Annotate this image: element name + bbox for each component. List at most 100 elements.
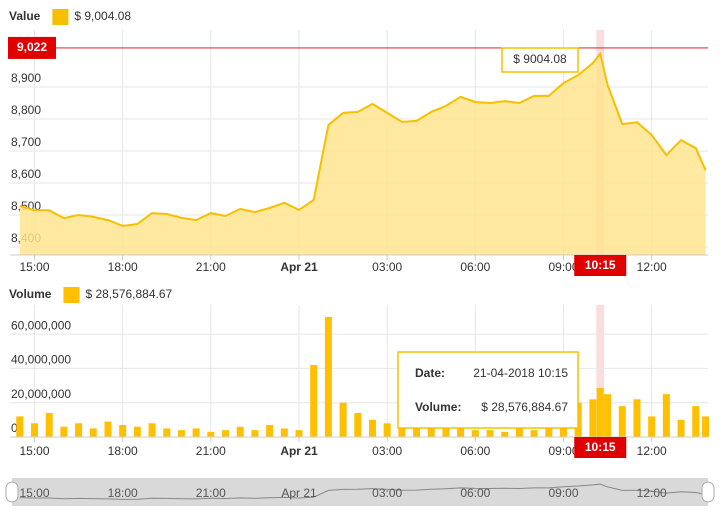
x-tick-label: 18:00 [108,260,138,274]
x-tick-label: 03:00 [372,260,402,274]
bar [119,425,127,437]
bar [427,426,435,437]
bar [662,394,670,437]
bar [104,421,112,437]
bar [75,423,83,437]
bar [677,419,685,437]
legend-value: $ 28,576,884.67 [85,287,172,301]
navigator-track [12,478,708,506]
bar [618,406,626,437]
bar [648,416,656,437]
legend-swatch [52,9,69,25]
bar [354,413,362,437]
bar [530,430,538,437]
x-tick-label: 18:00 [108,444,138,458]
x-tick-label: 21:00 [196,260,226,274]
navigator-label: 03:00 [372,486,402,500]
price-label-box [8,36,56,59]
bar [515,428,523,437]
bar [133,426,141,437]
y-tick-label: 8,800 [11,103,41,117]
bar [163,428,171,437]
crosshair-label-box [574,255,627,276]
y-tick-label: 8,900 [11,71,41,85]
bar [148,423,156,437]
crosshair-band [596,305,605,437]
area [19,53,706,256]
legend-value: $ 9,004.08 [74,9,131,23]
bar [702,416,710,437]
bar [368,419,376,437]
x-tick-label: 09:00 [548,260,578,274]
x-tick-label: Apr 21 [280,444,318,458]
bar [692,406,700,437]
bar [383,423,391,437]
y-tick-label: 0 [11,421,18,435]
navigator-handle-right[interactable] [701,481,715,503]
tooltip-box [397,351,579,429]
x-tick-label: 12:00 [637,260,667,274]
bar [60,426,68,437]
tooltip-date-label: Date: [415,366,445,380]
bar [45,413,53,437]
navigator-handle-left[interactable] [5,481,19,503]
bar [295,430,303,437]
x-tick-label: 15:00 [19,444,49,458]
navigator-label: 21:00 [196,486,226,500]
navigator-label: 06:00 [460,486,490,500]
y-tick-label: 8,600 [11,167,41,181]
legend-label: Volume [9,287,52,301]
navigator-label: 09:00 [548,486,578,500]
y-tick-label: 8,700 [11,135,41,149]
navigator-line [19,483,706,500]
y-tick-label: 60,000,000 [11,318,71,332]
x-tick-label: Apr 21 [280,260,318,274]
bar [30,423,38,437]
x-tick-label: 12:00 [637,444,667,458]
bar [471,430,479,437]
line [19,51,707,227]
bar [413,421,421,437]
navigator-label: 18:00 [108,486,138,500]
bar [339,402,347,437]
y-tick-label: 20,000,000 [11,387,71,401]
bar [486,430,494,437]
bar [177,430,185,437]
tooltip-volume: $ 28,576,884.67 [481,400,568,414]
navigator-label: 12:00 [637,486,667,500]
x-tick-label: 06:00 [460,444,490,458]
bar [89,428,97,437]
tooltip-volume-label: Volume: [415,400,461,414]
bar [589,399,597,437]
crosshair-label-box [574,437,627,458]
bar [207,431,215,437]
bar [16,416,24,437]
price-label: 9,022 [17,40,47,54]
bar [251,430,259,437]
x-tick-label: 21:00 [196,444,226,458]
legend-label: Value [9,9,41,23]
bar [442,428,450,437]
bar [596,388,604,437]
x-tick-label: 03:00 [372,444,402,458]
bar [457,426,465,437]
navigator-label: 15:00 [19,486,49,500]
crosshair-label: 10:15 [585,258,616,272]
bar [501,431,509,437]
bar [266,425,274,437]
tooltip-text: $ 9004.08 [513,52,567,66]
bar [604,394,612,437]
bar [398,425,406,437]
bar [192,428,200,437]
tooltip-date: 21-04-2018 10:15 [473,366,568,380]
bar [222,430,230,437]
bar [324,317,332,437]
legend-swatch [63,287,80,303]
bar [310,365,318,437]
bar [633,399,641,437]
bar [236,426,244,437]
y-tick-label: 40,000,000 [11,353,71,367]
x-tick-label: 06:00 [460,260,490,274]
crosshair-label: 10:15 [585,440,616,454]
